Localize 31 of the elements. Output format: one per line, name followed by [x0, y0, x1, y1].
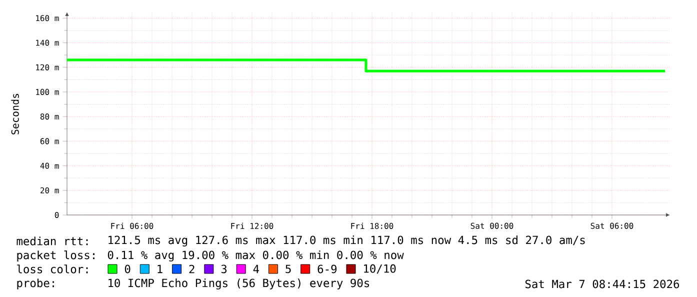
- text: 10 ICMP Echo Pings (56 Bytes) every 90s: [108, 278, 370, 290]
- y-tick-label: 160 m: [36, 15, 59, 22]
- y-tick-label: 100 m: [36, 88, 59, 95]
- text: median rtt:: [16, 236, 88, 246]
- legend-label: 0: [124, 264, 130, 274]
- text: 121.5 ms avg 127.6 ms max 117.0 ms min 117.0 ms now 4.5 ms sd 27.0 am/s: [108, 236, 585, 246]
- x-tick-label: Fri 06:00: [111, 222, 154, 229]
- y-tick-label: 40 m: [40, 162, 59, 169]
- y-tick-label: 80 m: [40, 114, 59, 120]
- legend-label: 6-9: [318, 264, 337, 274]
- text: 0.11 % avg 19.00 % max 0.00 % min 0.00 % now: [108, 250, 404, 262]
- y-tick-label: 140 m: [36, 40, 59, 46]
- legend-label: 3: [221, 264, 227, 274]
- y-tick-label: 0: [54, 212, 59, 218]
- y-tick-label: 20 m: [40, 187, 59, 194]
- text: packet loss:: [17, 250, 94, 262]
- x-tick-label: Fri 12:00: [231, 222, 274, 229]
- legend-label: 1: [158, 264, 162, 274]
- legend-label: 5: [286, 264, 291, 274]
- text: probe:: [17, 278, 54, 290]
- y-tick-label: 120 m: [36, 64, 59, 70]
- y-axis-title: Seconds: [11, 94, 19, 134]
- legend-label: 2: [189, 264, 194, 274]
- x-tick-label: Fri 18:00: [351, 222, 394, 229]
- legend-label: 10/10: [364, 264, 396, 274]
- legend-label: 4: [253, 264, 259, 274]
- x-tick-label: Sat 06:00: [590, 222, 634, 229]
- text: Sat Mar 7 08:44:15 2026: [525, 280, 680, 288]
- legend-title: loss color:: [17, 264, 88, 274]
- y-tick-label: 60 m: [40, 138, 59, 144]
- x-tick-label: Sat 00:00: [470, 222, 514, 229]
